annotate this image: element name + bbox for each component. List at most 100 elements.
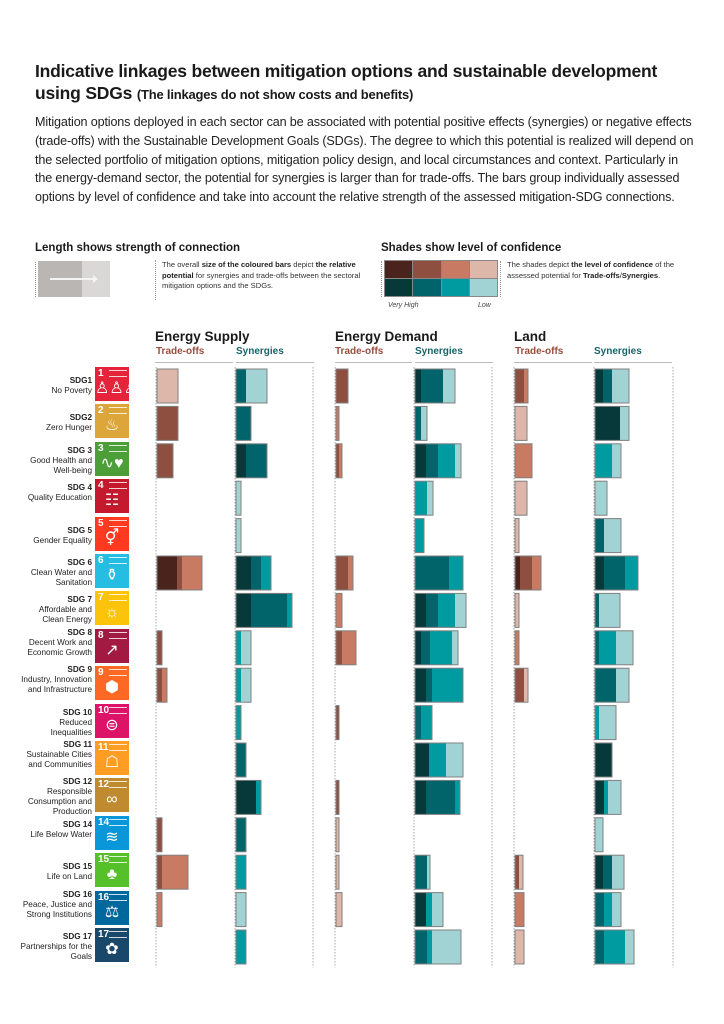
sector-heading-energy-supply: Energy Supply	[155, 329, 250, 344]
bar-segment-synergies-low	[616, 630, 633, 665]
bar-segment-tradeoffs-high	[520, 556, 532, 590]
heartbeat-icon: ∿♥	[100, 454, 124, 472]
bar-outline	[156, 892, 163, 928]
bar-segment-tradeoffs-high	[336, 369, 348, 403]
bar-outline	[414, 929, 462, 965]
legend-shades-text-post: .	[658, 270, 661, 280]
sdg-number: SDG 9	[67, 665, 92, 675]
sdg-label: SDG 15 Life on Land	[20, 862, 92, 882]
sdg-icon-caption	[109, 706, 127, 714]
bar-outline	[335, 368, 349, 404]
sdg-label: SDG1 No Poverty	[20, 376, 93, 396]
sdg-name: Good Health and Well-being	[30, 455, 92, 475]
legend-length-text: The overall size of the coloured bars de…	[162, 260, 372, 292]
bar-segment-synergies-medium	[287, 593, 292, 628]
bar-segment-tradeoffs-medium	[157, 892, 162, 927]
bar-outline	[514, 405, 528, 441]
sdg-icon-caption	[109, 482, 127, 490]
sdg-label: SDG 7 Affordable and Clean Energy	[20, 595, 92, 625]
dove-icon: ⚖	[104, 903, 120, 921]
sdg-icon-caption	[109, 931, 127, 938]
bar-segment-synergies-low	[443, 369, 455, 403]
cubes-icon: ⬢	[105, 679, 119, 697]
bar-outline	[235, 518, 242, 554]
sdg-label: SDG 6 Clean Water and Sanitation	[20, 558, 92, 588]
bar-outline	[335, 705, 340, 741]
bar-segment-tradeoffs-high	[157, 406, 178, 441]
bar-segment-tradeoffs-low	[515, 518, 519, 553]
bar-outline	[156, 854, 189, 890]
bar-segment-synergies-medium	[430, 630, 452, 665]
bar-outline	[335, 854, 340, 890]
bar-outline	[414, 592, 467, 628]
sdg-number: SDG 7	[67, 595, 92, 605]
bar-segment-tradeoffs-medium	[339, 443, 342, 478]
bar-segment-tradeoffs-low	[336, 817, 339, 852]
legend-length-divider	[155, 260, 156, 300]
sdg-name: Affordable and Clean Energy	[38, 605, 92, 625]
bar-segment-synergies-low	[612, 443, 621, 478]
bar-outline	[594, 592, 621, 628]
people-icon: ♙♙♙	[95, 380, 139, 397]
bar-segment-synergies-high	[236, 743, 246, 777]
legend-length-text-mid: depict	[291, 260, 316, 269]
bar-segment-synergies-low	[595, 481, 607, 516]
swatch-synergies-low	[469, 279, 497, 296]
bar-outline	[414, 892, 444, 928]
bar-outline	[335, 405, 340, 441]
bar-segment-synergies-medium	[625, 556, 638, 590]
bar-outline	[594, 817, 604, 853]
bar-segment-tradeoffs-medium	[182, 556, 202, 590]
confidence-swatch-grid	[384, 260, 498, 297]
bar-segment-tradeoffs-high	[336, 443, 339, 478]
bar-segment-synergies-very-high	[236, 593, 251, 628]
sdg-15-icon: 15 ♣	[95, 853, 129, 888]
bar-segment-synergies-very-high	[595, 556, 604, 590]
legend-shades-text-mid: of the assessed potential for	[507, 260, 675, 280]
bar-segment-tradeoffs-low	[515, 930, 524, 964]
bar-outline	[335, 555, 354, 591]
bar-outline	[594, 929, 635, 965]
bar-segment-tradeoffs-medium	[162, 855, 188, 890]
column-label-synergies-supply: Synergies	[236, 346, 284, 357]
sdg-icon-caption	[109, 893, 127, 901]
column-label-synergies-land: Synergies	[594, 346, 642, 357]
bar-outline	[335, 779, 340, 815]
sdg-icon-caption	[109, 370, 127, 377]
bar-segment-tradeoffs-high	[515, 668, 524, 703]
bar-segment-synergies-medium	[236, 668, 241, 703]
bar-outline	[414, 705, 433, 741]
bar-segment-tradeoffs-high	[515, 369, 524, 403]
bar-outline	[235, 555, 272, 591]
sdg-icon-number: 11	[98, 742, 109, 753]
bowl-icon: ♨	[104, 417, 120, 435]
sdg-1-icon: 1 ♙♙♙	[95, 367, 139, 401]
sdg-icon-caption	[109, 407, 127, 415]
sdg-number: SDG 12	[62, 777, 92, 787]
sdg-icon-caption	[109, 444, 127, 452]
bar-segment-synergies-high	[246, 443, 267, 478]
bar-outline	[156, 667, 168, 703]
legend-tradeoffs-word: Trade-offs	[582, 270, 620, 280]
bar-segment-synergies-medium	[415, 518, 424, 553]
bar-segment-synergies-high	[421, 369, 443, 403]
bar-segment-synergies-very-high	[595, 743, 612, 777]
bar-segment-tradeoffs-low	[336, 855, 339, 890]
sdg-icon-number: 8	[98, 629, 104, 641]
bar-segment-synergies-high	[251, 556, 261, 590]
book-icon: ☷	[104, 492, 120, 510]
legend-length-text-pre: The overall	[162, 260, 202, 269]
bar-outline	[594, 555, 639, 591]
bar-segment-synergies-medium	[256, 780, 261, 815]
bar-segment-synergies-medium	[455, 780, 460, 815]
sdg-10-icon: 10 ⊜	[95, 703, 129, 738]
bar-segment-synergies-very-high	[595, 406, 620, 441]
bar-outline	[414, 368, 456, 404]
bar-segment-synergies-low	[427, 855, 430, 890]
bar-segment-synergies-medium	[421, 705, 432, 740]
sdg-number: SDG 8	[67, 627, 92, 637]
sdg-number: SDG 15	[62, 862, 92, 872]
bar-segment-synergies-low	[427, 481, 433, 516]
bar-outline	[514, 854, 524, 890]
bar-outline	[514, 630, 520, 666]
